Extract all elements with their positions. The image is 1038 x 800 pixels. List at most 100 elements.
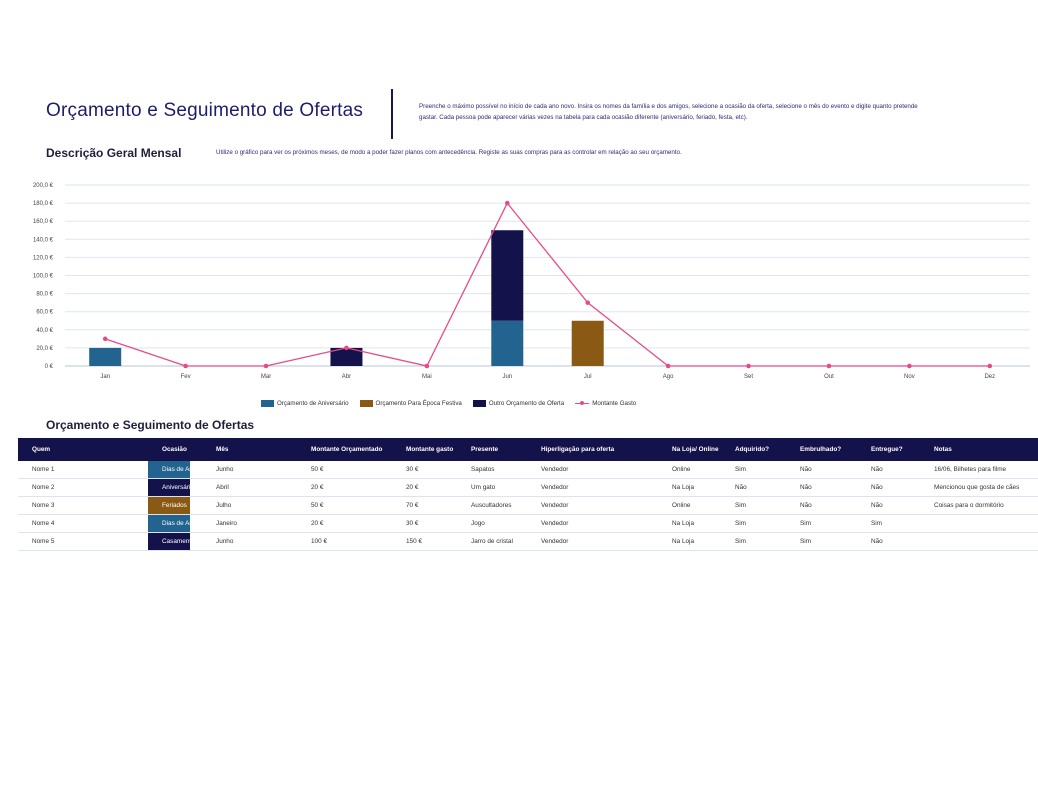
table-cell[interactable]: 20 € (297, 514, 392, 533)
table-cell[interactable]: 100 € (297, 532, 392, 551)
x-tick-label: Dez (984, 374, 995, 380)
table-cell[interactable]: Nome 1 (18, 461, 83, 479)
table-cell[interactable]: Mencionou que gosta de cães (920, 478, 1038, 497)
column-header[interactable]: Entregue? (857, 438, 920, 461)
table-cell[interactable]: Um gato (457, 478, 527, 497)
table-cell[interactable]: Não (857, 461, 920, 479)
column-header[interactable]: Hiperligação para oferta (527, 438, 658, 461)
legend-label: Outro Orçamento de Oferta (488, 399, 565, 407)
column-header[interactable]: Ocasião (83, 438, 202, 461)
table-cell[interactable]: 20 € (392, 478, 457, 497)
column-header[interactable]: Na Loja/ Online (658, 438, 721, 461)
table-cell[interactable]: 30 € (392, 461, 457, 479)
bar (89, 347, 122, 366)
table-cell[interactable]: 70 € (392, 496, 457, 515)
table-cell[interactable]: 30 € (392, 514, 457, 533)
table-cell[interactable]: Jogo (457, 514, 527, 533)
table-cell[interactable]: Online (658, 461, 721, 479)
table-cell[interactable]: 150 € (392, 532, 457, 551)
column-header[interactable]: Embrulhado? (786, 438, 857, 461)
legend-item: Orçamento de Aniversário (261, 399, 349, 407)
table-cell[interactable]: Sim (786, 514, 857, 533)
legend-label: Orçamento de Aniversário (277, 399, 349, 407)
column-header[interactable]: Montante Orçamentado (297, 438, 392, 461)
title-divider (391, 89, 393, 139)
table-cell[interactable]: Vendedor (527, 514, 658, 533)
line-point (665, 363, 671, 369)
table-cell[interactable]: 20 € (297, 478, 392, 497)
table-cell[interactable]: Na Loja (658, 514, 721, 533)
occasion-cell[interactable]: Feriados (83, 496, 202, 515)
table-cell[interactable]: Vendedor (527, 496, 658, 515)
table-cell[interactable]: Não (786, 461, 857, 479)
intro-text: Preenche o máximo possível no início de … (419, 103, 918, 121)
x-tick-label: Mai (422, 374, 432, 380)
table-cell[interactable]: 16/06, Bilhetes para filme (920, 461, 1038, 479)
occasion-cell[interactable]: Casamentos (83, 532, 202, 551)
table-cell[interactable]: Auscultadores (457, 496, 527, 515)
table-cell[interactable]: Não (786, 496, 857, 515)
bar (330, 347, 363, 366)
x-tick-label: Jun (502, 374, 512, 380)
column-header[interactable]: Presente (457, 438, 527, 461)
occasion-badge: Feriados (148, 497, 190, 514)
line-point (344, 345, 349, 351)
gift-tracking-table: Quem Ocasião Mês Montante Orçamentado Montan… (18, 438, 1038, 551)
bar (491, 230, 524, 321)
occasion-cell[interactable]: Dias de Anos (83, 461, 202, 479)
table-cell[interactable]: Nome 5 (18, 532, 83, 551)
table-cell[interactable]: Não (857, 478, 920, 497)
table-cell[interactable]: Online (658, 496, 721, 515)
monthly-overview-chart: 0 € 20,0 € 40,0 € 60,0 € 80,0 € 100,0 € 120,0 … (33, 183, 1030, 380)
line-point (102, 336, 108, 342)
column-header[interactable]: Quem (18, 438, 83, 461)
series-line (105, 201, 990, 367)
table-cell[interactable]: Nome 4 (18, 514, 83, 533)
x-tick-label: Abr (342, 374, 351, 380)
legend-item: Orçamento Para Época Festiva (359, 399, 462, 407)
table-cell[interactable]: Vendedor (527, 478, 658, 497)
table-cell[interactable]: Coisas para o dormitório (920, 496, 1038, 515)
legend-item: Outro Orçamento de Oferta (472, 399, 565, 407)
table-cell[interactable]: Não (721, 478, 786, 497)
table-cell[interactable]: Sim (721, 514, 786, 533)
occasion-cell[interactable]: Aniversário (83, 478, 202, 497)
y-tick-label: 80,0 € (36, 292, 53, 298)
table-cell[interactable]: 50 € (297, 461, 392, 479)
table-cell[interactable]: Não (857, 496, 920, 515)
table-cell[interactable]: Junho (202, 532, 297, 551)
table-cell[interactable]: Nome 2 (18, 478, 83, 497)
column-header[interactable]: Adquirido? (721, 438, 786, 461)
column-header[interactable]: Mês (202, 438, 297, 461)
table-cell[interactable]: Sapatos (457, 461, 527, 479)
table-cell[interactable]: Sim (721, 532, 786, 551)
table-cell[interactable]: Junho (202, 461, 297, 479)
table-cell[interactable]: Na Loja (658, 478, 721, 497)
occasion-cell[interactable]: Dias de Anos (83, 514, 202, 533)
table-cell[interactable]: Na Loja (658, 532, 721, 551)
legend-swatch (575, 400, 590, 407)
column-header[interactable]: Notas (920, 438, 1038, 461)
table-cell[interactable] (920, 514, 1038, 533)
table-cell[interactable]: Sim (857, 514, 920, 533)
table-cell[interactable]: Vendedor (527, 461, 658, 479)
legend-label: Montante Gasto (592, 399, 637, 407)
table-cell[interactable]: Sim (786, 532, 857, 551)
table-cell[interactable] (920, 532, 1038, 551)
table-cell[interactable]: 50 € (297, 496, 392, 515)
table-cell[interactable]: Sim (721, 461, 786, 479)
x-tick-label: Set (744, 374, 753, 380)
y-tick-label: 140,0 € (33, 237, 54, 243)
table-cell[interactable]: Nome 3 (18, 496, 83, 515)
legend-label: Orçamento Para Época Festiva (375, 399, 462, 407)
column-header[interactable]: Montante gasto (392, 438, 457, 461)
table-cell[interactable]: Abril (202, 478, 297, 497)
table-cell[interactable]: Não (857, 532, 920, 551)
table-cell[interactable]: Julho (202, 496, 297, 515)
table-cell[interactable]: Não (786, 478, 857, 497)
table-cell[interactable]: Vendedor (527, 532, 658, 551)
table-cell[interactable]: Jarro de cristal (457, 532, 527, 551)
table-cell[interactable]: Janeiro (202, 514, 297, 533)
table-cell[interactable]: Sim (721, 496, 786, 515)
table-row: Nome 2 Aniversário Abril 20 €20 € Um gato Ven… (18, 478, 1038, 497)
